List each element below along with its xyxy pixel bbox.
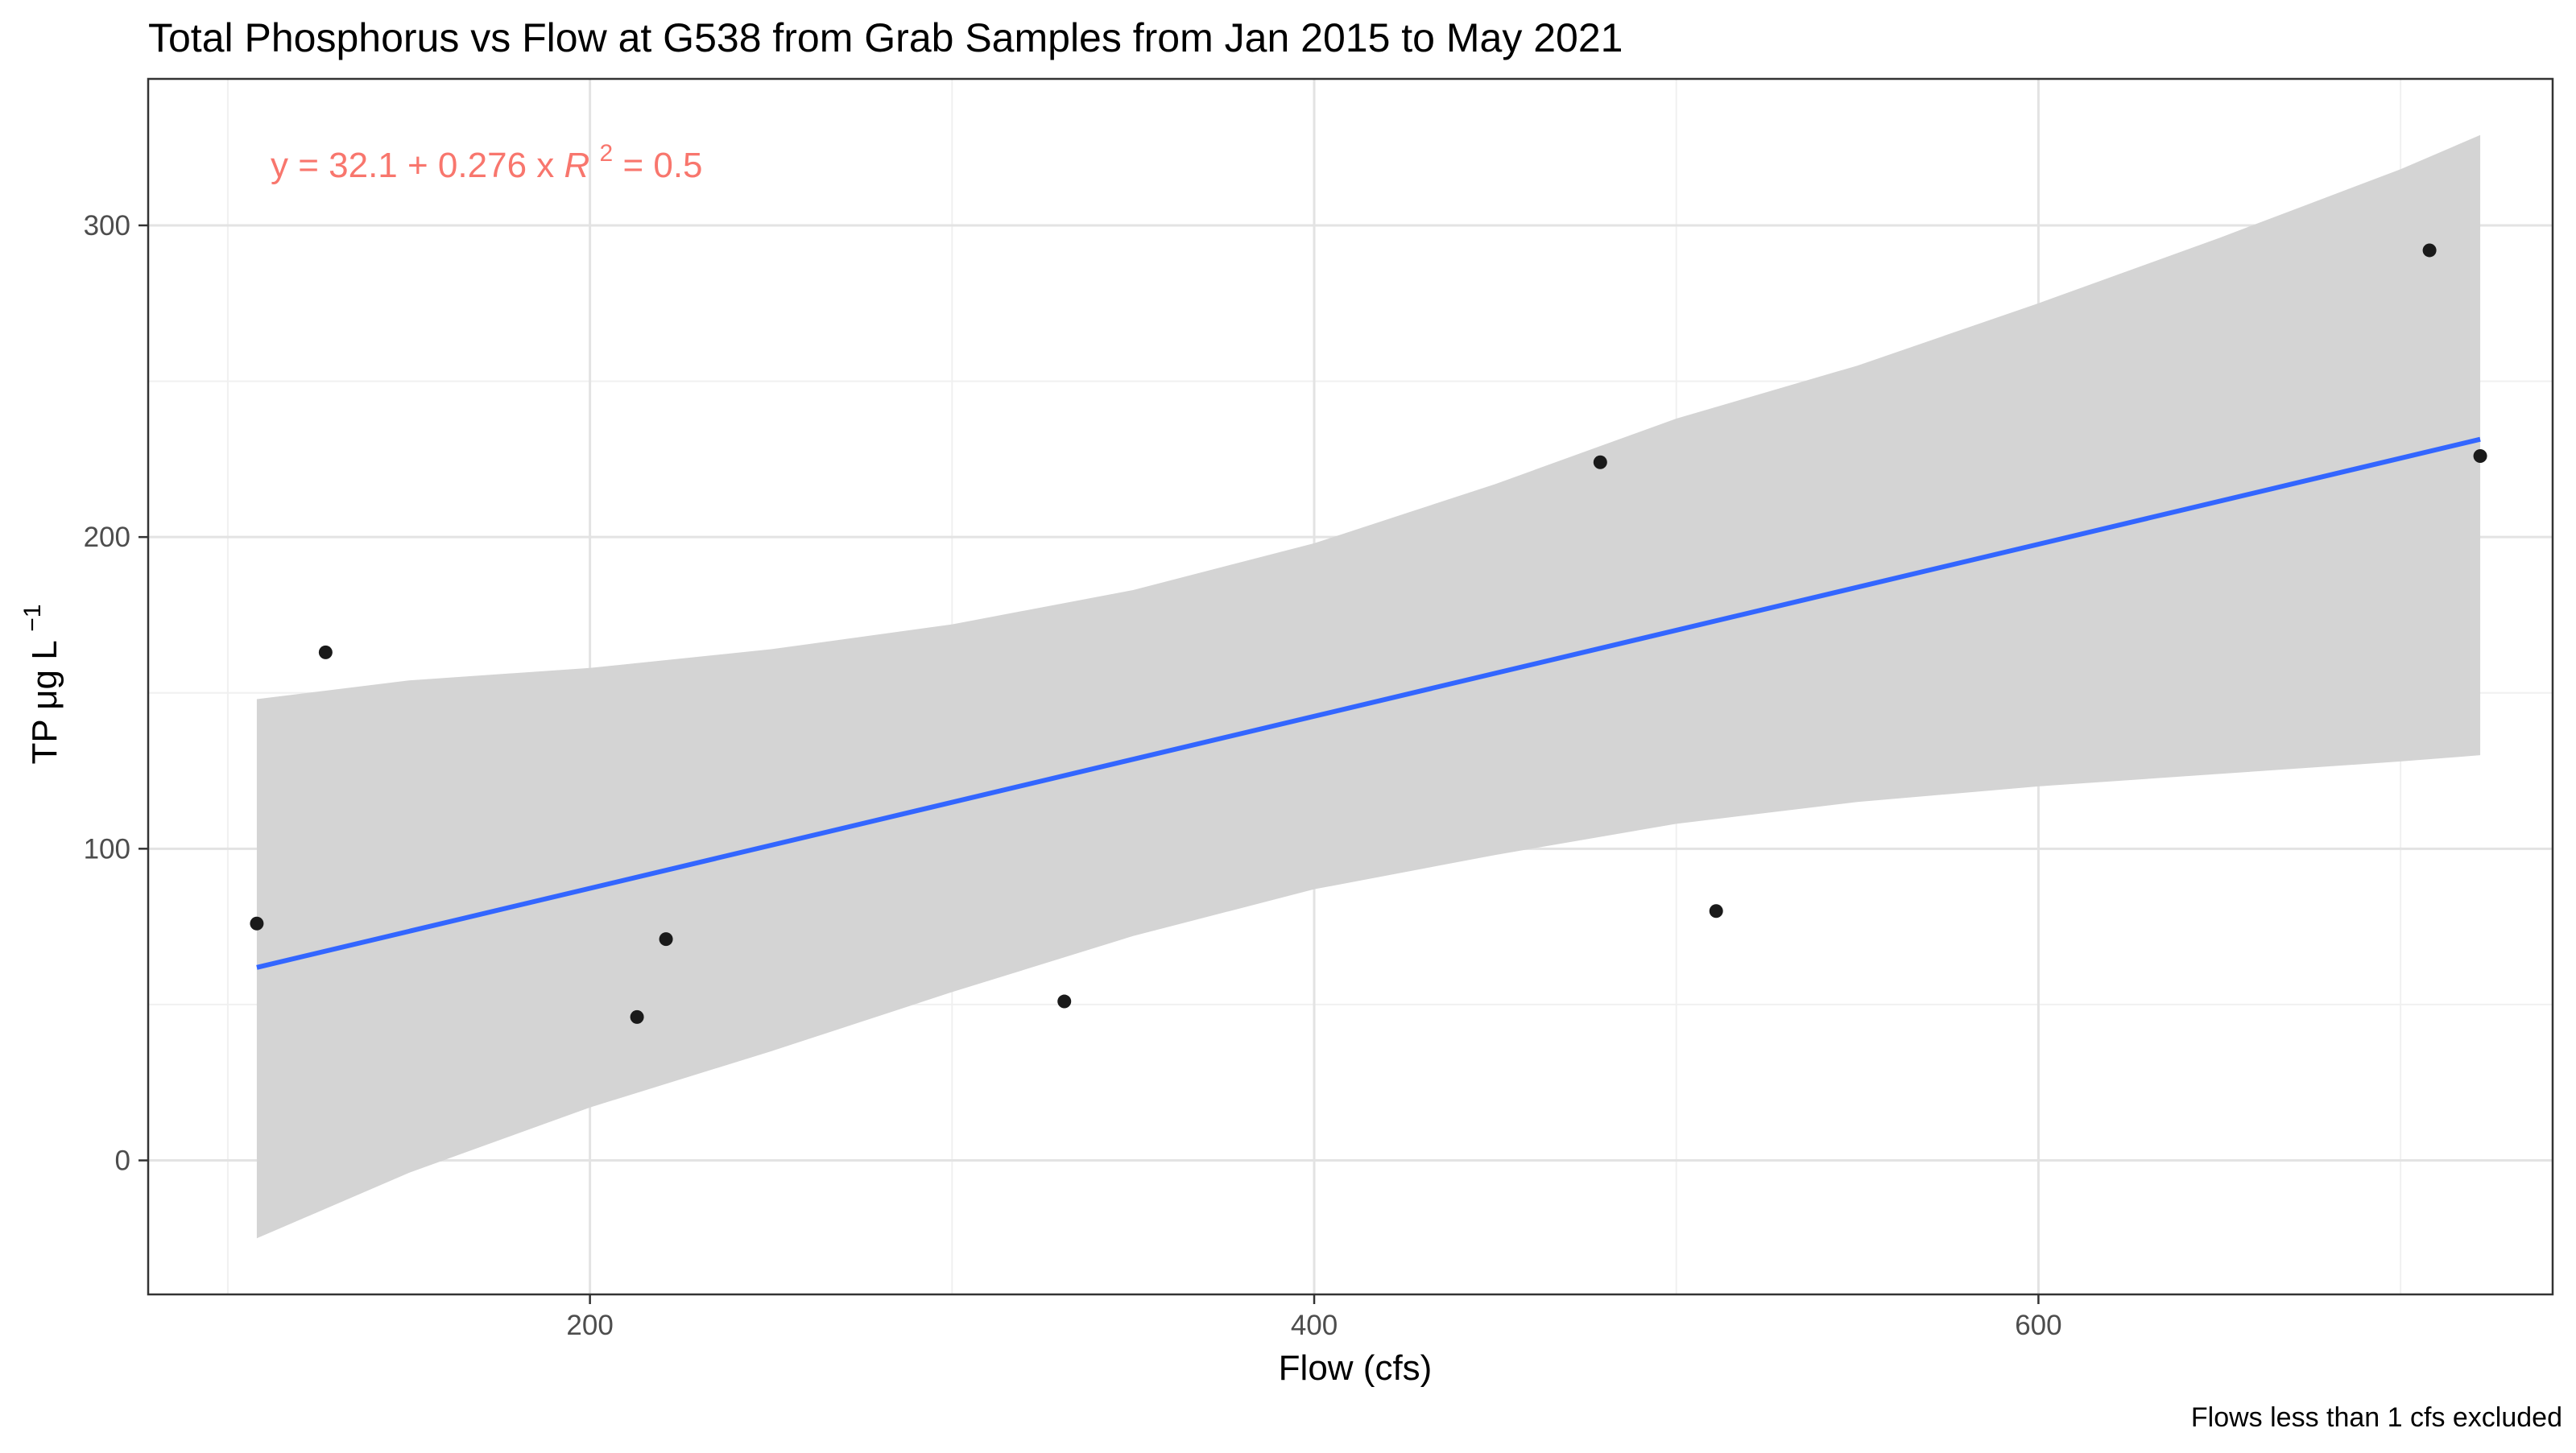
- chart-title: Total Phosphorus vs Flow at G538 from Gr…: [148, 15, 1623, 60]
- data-point: [659, 932, 673, 947]
- data-point: [1593, 455, 1607, 469]
- y-tick-label: 0: [115, 1145, 130, 1177]
- data-point: [318, 645, 333, 659]
- r-squared-superscript: 2: [600, 140, 614, 167]
- y-tick-label: 300: [84, 210, 130, 241]
- x-tick-label: 200: [566, 1310, 613, 1341]
- data-point: [250, 916, 264, 931]
- regression-equation-annotation: y = 32.1 + 0.276 x R 2 = 0.5: [271, 130, 703, 185]
- x-tick-label: 400: [1291, 1310, 1338, 1341]
- confidence-band-layer: [256, 134, 2481, 1239]
- data-point: [1709, 904, 1723, 918]
- x-axis-title: Flow (cfs): [1279, 1348, 1433, 1388]
- y-axis-title: TP μg L −1: [19, 605, 64, 765]
- y-axis-title-main: TP μg L: [25, 641, 64, 765]
- data-point: [1057, 994, 1072, 1009]
- data-point: [630, 1009, 644, 1024]
- x-tick-label: 600: [2015, 1310, 2061, 1341]
- data-point: [2422, 243, 2437, 258]
- x-axis-ticks: 200 400 600: [566, 1294, 2062, 1341]
- fit-line-layer: [256, 436, 2481, 970]
- data-points-layer: [250, 243, 2487, 1024]
- panel-border: [147, 77, 2554, 1296]
- y-tick-label: 200: [84, 522, 130, 553]
- regression-line: [256, 436, 2481, 970]
- y-tick-label: 100: [84, 833, 130, 865]
- y-axis-title-superscript: −1: [19, 605, 46, 632]
- data-point: [2473, 448, 2487, 463]
- equation-text: y = 32.1 + 0.276 x: [271, 146, 554, 185]
- confidence-band: [256, 134, 2481, 1239]
- y-axis-ticks: 0 100 200 300: [84, 210, 148, 1177]
- r-squared-value: = 0.5: [622, 146, 702, 185]
- chart-caption: Flows less than 1 cfs excluded: [2191, 1402, 2562, 1433]
- r-squared-symbol: R: [564, 146, 590, 185]
